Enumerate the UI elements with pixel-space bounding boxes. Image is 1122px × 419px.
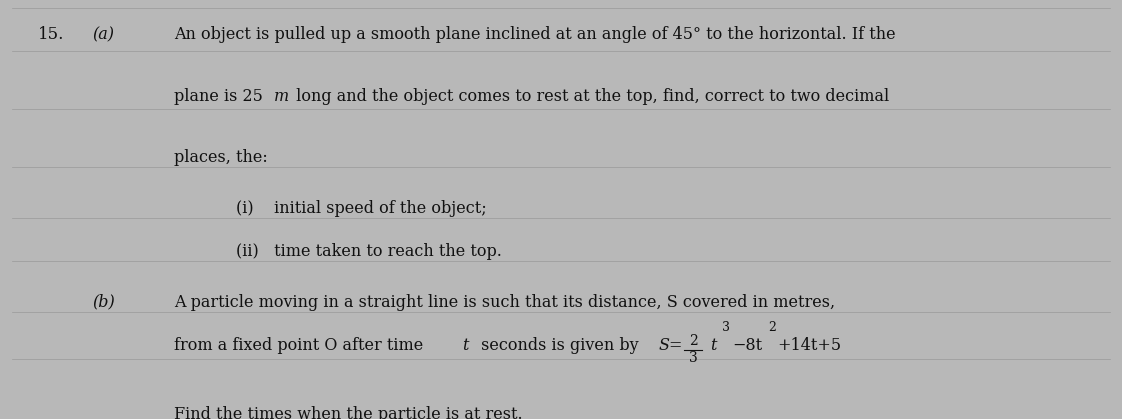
Text: seconds is given by: seconds is given by (476, 337, 644, 354)
Text: t: t (462, 337, 469, 354)
Text: (i)    initial speed of the object;: (i) initial speed of the object; (236, 200, 487, 217)
Text: (a): (a) (93, 26, 114, 43)
Text: A particle moving in a straight line is such that its distance, S covered in met: A particle moving in a straight line is … (174, 294, 836, 311)
Text: 2: 2 (769, 321, 776, 334)
Text: t: t (710, 337, 717, 354)
Text: (b): (b) (93, 294, 116, 311)
Text: Find the times when the particle is at rest.: Find the times when the particle is at r… (174, 406, 523, 419)
Text: S=: S= (659, 337, 683, 354)
Text: 3: 3 (723, 321, 730, 334)
Text: long and the object comes to rest at the top, find, correct to two decimal: long and the object comes to rest at the… (291, 88, 889, 105)
Text: m: m (274, 88, 289, 105)
Text: −8t: −8t (733, 337, 763, 354)
Text: 15.: 15. (38, 26, 64, 43)
Text: 2: 2 (689, 334, 698, 348)
Text: from a fixed point O after time: from a fixed point O after time (174, 337, 429, 354)
Text: (ii)   time taken to reach the top.: (ii) time taken to reach the top. (236, 243, 502, 260)
Text: places, the:: places, the: (174, 149, 268, 166)
Text: +14t+5: +14t+5 (778, 337, 842, 354)
Text: An object is pulled up a smooth plane inclined at an angle of 45° to the horizon: An object is pulled up a smooth plane in… (174, 26, 896, 43)
Text: plane is 25: plane is 25 (174, 88, 268, 105)
Text: 3: 3 (689, 351, 698, 365)
